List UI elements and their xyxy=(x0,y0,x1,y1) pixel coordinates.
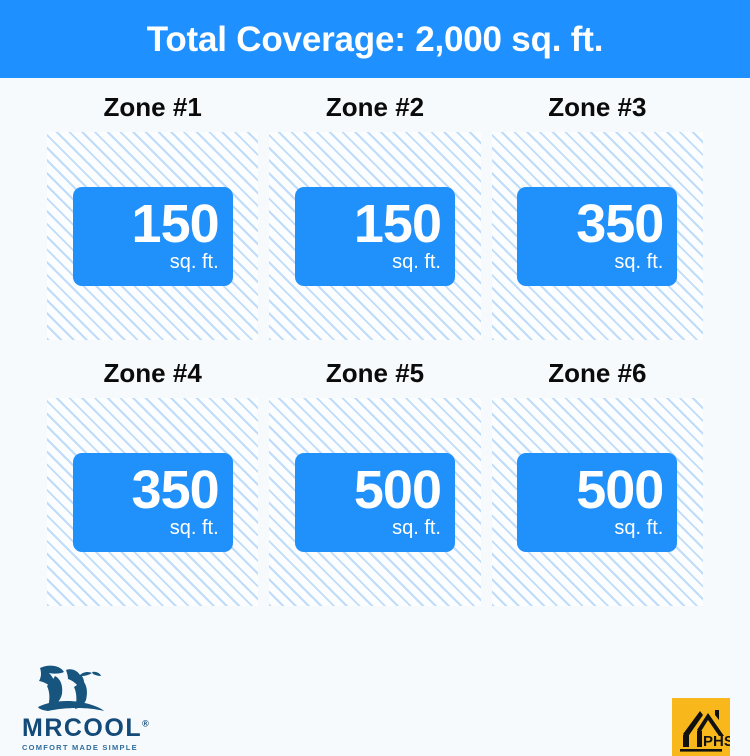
zone-tile-hatched: 500 sq. ft. xyxy=(269,398,481,606)
zone-label: Zone #1 xyxy=(103,92,202,122)
zone-value-chip: 500 sq. ft. xyxy=(517,452,678,552)
zone-label: Zone #6 xyxy=(548,358,647,388)
brand-name: MRCOOL xyxy=(22,714,143,742)
registered-mark: ® xyxy=(142,718,149,729)
zone-unit: sq. ft. xyxy=(614,250,664,273)
zone-card-6: Zone #6 500 sq. ft. xyxy=(491,358,703,606)
zone-value: 350 xyxy=(131,459,220,520)
zone-value: 350 xyxy=(576,193,664,254)
page-title: Total Coverage: 2,000 sq. ft. xyxy=(146,19,604,59)
phs-logo: PHS xyxy=(672,698,730,756)
zone-card-4: Zone #4 350 sq. ft. xyxy=(47,358,259,606)
zone-value-chip: 500 sq. ft. xyxy=(294,452,455,552)
zone-card-3: Zone #3 350 sq. ft. xyxy=(491,92,703,340)
zone-value: 150 xyxy=(131,193,220,254)
phs-label: PHS xyxy=(703,733,730,750)
zone-value: 500 xyxy=(576,459,664,520)
zone-grid: Zone #1 150 sq. ft. Zone #2 150 sq. ft. … xyxy=(47,92,703,606)
zone-card-1: Zone #1 150 sq. ft. xyxy=(47,92,259,340)
house-roof-icon: PHS xyxy=(680,710,730,752)
zone-unit: sq. ft. xyxy=(392,250,441,273)
zone-value-chip: 350 sq. ft. xyxy=(517,186,678,286)
footer: MRCOOL® COMFORT MADE SIMPLE PHS xyxy=(0,640,750,756)
zone-value-chip: 150 sq. ft. xyxy=(72,186,233,286)
zone-label: Zone #3 xyxy=(548,92,647,122)
polar-bear-icon xyxy=(38,665,104,711)
zone-tile-hatched: 350 sq. ft. xyxy=(491,132,703,340)
zone-unit: sq. ft. xyxy=(169,516,219,539)
mrcool-logo: MRCOOL® COMFORT MADE SIMPLE xyxy=(22,662,152,752)
zone-unit: sq. ft. xyxy=(392,516,441,539)
zone-tile-hatched: 350 sq. ft. xyxy=(47,398,259,606)
header-band: Total Coverage: 2,000 sq. ft. xyxy=(0,0,750,78)
zone-card-2: Zone #2 150 sq. ft. xyxy=(269,92,481,340)
zone-value: 150 xyxy=(353,193,442,254)
zone-unit: sq. ft. xyxy=(614,516,664,539)
zone-label: Zone #5 xyxy=(325,358,425,388)
zone-card-5: Zone #5 500 sq. ft. xyxy=(269,358,481,606)
zone-tile-hatched: 150 sq. ft. xyxy=(269,132,481,340)
zone-label: Zone #4 xyxy=(103,358,202,388)
zone-tile-hatched: 500 sq. ft. xyxy=(491,398,703,606)
zone-tile-hatched: 150 sq. ft. xyxy=(47,132,259,340)
mrcool-wordmark: MRCOOL® xyxy=(22,716,149,741)
zone-label: Zone #2 xyxy=(325,92,425,122)
zone-value: 500 xyxy=(353,459,442,520)
brand-tagline: COMFORT MADE SIMPLE xyxy=(22,743,138,752)
zone-value-chip: 150 sq. ft. xyxy=(294,186,455,286)
zone-unit: sq. ft. xyxy=(169,250,219,273)
zone-value-chip: 350 sq. ft. xyxy=(72,452,233,552)
